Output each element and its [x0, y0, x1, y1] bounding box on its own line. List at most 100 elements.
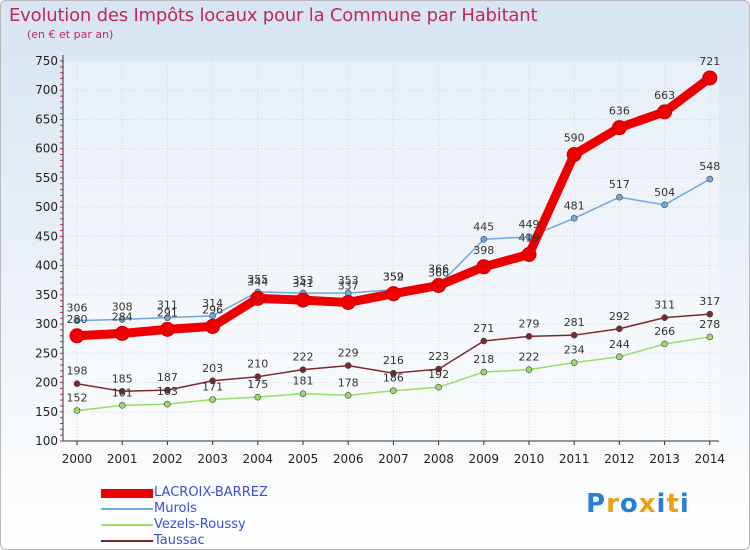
logo-letter: i	[679, 489, 690, 519]
data-label: 203	[202, 362, 223, 375]
y-tick-label: 250	[35, 346, 58, 360]
data-label: 187	[157, 371, 178, 384]
logo-letter: r	[606, 489, 620, 519]
logo-letter: t	[666, 489, 680, 519]
data-point	[480, 236, 488, 243]
data-point	[299, 366, 307, 373]
data-label: 161	[112, 386, 133, 399]
data-label: 317	[699, 295, 720, 308]
data-label: 352	[383, 271, 404, 284]
data-point	[525, 366, 533, 373]
data-label: 284	[112, 310, 133, 323]
y-tick-label: 300	[35, 317, 58, 331]
data-point	[69, 328, 85, 344]
data-label: 244	[609, 338, 630, 351]
data-label: 229	[338, 347, 359, 360]
logo-letter: o	[619, 489, 639, 519]
data-point	[205, 318, 221, 334]
data-point	[344, 392, 352, 399]
data-label: 366	[428, 266, 449, 279]
data-label: 337	[338, 279, 359, 292]
y-tick-label: 650	[35, 112, 58, 126]
y-tick-label: 350	[35, 288, 58, 302]
data-label: 185	[112, 372, 133, 385]
data-point	[114, 325, 130, 341]
data-point	[73, 317, 81, 324]
data-label: 311	[654, 299, 675, 312]
y-tick-label: 450	[35, 229, 58, 243]
data-label: 353	[293, 274, 314, 287]
data-label: 218	[473, 353, 494, 366]
data-label: 359	[383, 271, 404, 284]
data-point	[480, 368, 488, 376]
data-label: 163	[157, 385, 178, 398]
data-label: 223	[428, 350, 449, 363]
data-label: 175	[247, 378, 268, 391]
data-point	[344, 362, 352, 369]
data-point	[390, 387, 397, 395]
x-tick-label: 2003	[197, 452, 228, 466]
data-label: 419	[519, 232, 540, 245]
data-label: 590	[564, 132, 585, 145]
data-label: 279	[519, 317, 540, 330]
data-label: 178	[338, 376, 359, 389]
plot-area	[63, 61, 719, 441]
data-label: 266	[654, 325, 675, 338]
y-tick-label: 600	[35, 142, 58, 156]
y-tick-label: 150	[35, 405, 58, 419]
data-point	[254, 393, 262, 401]
x-tick-label: 2001	[107, 452, 138, 466]
data-point	[209, 312, 216, 320]
data-point	[299, 390, 307, 397]
data-point	[340, 294, 356, 310]
data-label: 171	[202, 380, 223, 393]
data-label: 186	[383, 372, 404, 385]
data-label: 306	[67, 302, 88, 315]
data-label: 292	[609, 310, 630, 323]
logo-letter: i	[656, 489, 667, 519]
data-point	[661, 201, 668, 209]
data-label: 280	[67, 313, 88, 326]
x-tick-label: 2005	[288, 452, 319, 466]
data-point	[73, 380, 81, 388]
data-label: 216	[383, 354, 404, 367]
data-label: 271	[473, 322, 494, 335]
data-label: 210	[247, 358, 268, 371]
data-label: 636	[609, 105, 630, 118]
y-tick-label: 500	[35, 200, 58, 214]
y-tick-label: 700	[35, 83, 58, 97]
data-label: 353	[338, 274, 359, 287]
data-label: 398	[473, 244, 494, 257]
data-label: 181	[293, 375, 314, 388]
data-point	[566, 147, 582, 163]
data-label: 296	[202, 303, 223, 316]
data-label: 314	[202, 297, 223, 310]
data-point	[657, 104, 673, 120]
x-tick-label: 2007	[378, 452, 409, 466]
y-tick-label: 400	[35, 259, 58, 273]
data-point	[164, 386, 171, 394]
proxiti-logo: Proxiti	[586, 489, 690, 519]
data-point	[118, 402, 126, 409]
data-label: 308	[112, 300, 133, 313]
data-label: 234	[564, 344, 585, 357]
data-point	[702, 70, 718, 86]
x-tick-label: 2013	[649, 452, 680, 466]
data-point	[661, 314, 668, 321]
data-label: 344	[247, 275, 268, 288]
data-point	[706, 175, 714, 183]
data-point	[390, 369, 397, 377]
data-point	[250, 290, 266, 306]
data-point	[616, 193, 623, 201]
data-point	[570, 331, 578, 339]
data-point	[118, 388, 126, 395]
data-label: 663	[654, 89, 675, 102]
data-point	[435, 365, 442, 373]
data-label: 222	[293, 351, 314, 364]
x-tick-label: 2011	[559, 452, 590, 466]
x-tick-label: 2010	[514, 452, 545, 466]
data-label: 278	[699, 318, 720, 331]
data-point	[164, 400, 171, 408]
data-label: 355	[247, 273, 268, 286]
data-point	[73, 407, 81, 414]
